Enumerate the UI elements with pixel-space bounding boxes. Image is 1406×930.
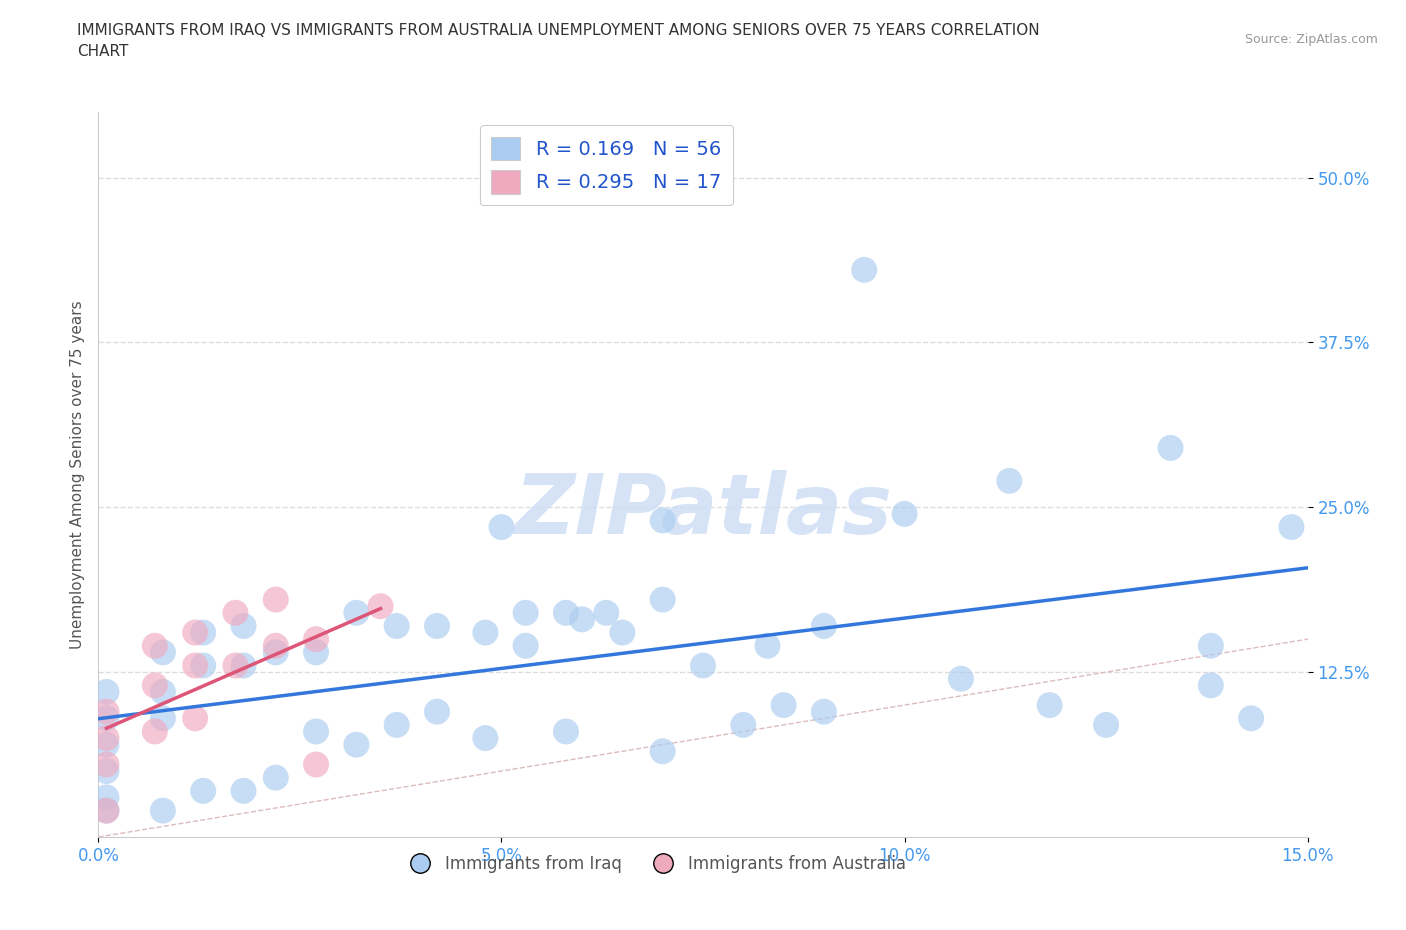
Point: [515, 638, 537, 653]
Point: [152, 711, 174, 725]
Point: [595, 605, 617, 620]
Point: [143, 724, 166, 739]
Point: [612, 625, 634, 640]
Point: [370, 599, 392, 614]
Point: [853, 262, 876, 277]
Point: [813, 704, 835, 719]
Point: [344, 737, 367, 752]
Point: [305, 631, 328, 646]
Point: [385, 618, 408, 633]
Point: [305, 724, 328, 739]
Point: [305, 644, 328, 659]
Point: [96, 731, 118, 746]
Point: [96, 684, 118, 699]
Point: [1199, 638, 1222, 653]
Point: [949, 671, 972, 686]
Point: [998, 473, 1021, 488]
Text: ZIPatlas: ZIPatlas: [515, 470, 891, 551]
Point: [96, 804, 118, 818]
Point: [193, 783, 215, 798]
Point: [232, 658, 254, 673]
Point: [555, 605, 578, 620]
Point: [651, 744, 673, 759]
Point: [474, 731, 496, 746]
Point: [651, 592, 673, 607]
Point: [193, 625, 215, 640]
Point: [893, 507, 915, 522]
Point: [1039, 698, 1062, 712]
Point: [232, 618, 254, 633]
Point: [96, 804, 118, 818]
Point: [571, 612, 593, 627]
Point: [1160, 441, 1182, 456]
Legend: Immigrants from Iraq, Immigrants from Australia: Immigrants from Iraq, Immigrants from Au…: [396, 848, 912, 880]
Point: [491, 520, 513, 535]
Point: [152, 684, 174, 699]
Point: [555, 724, 578, 739]
Point: [152, 644, 174, 659]
Point: [143, 678, 166, 693]
Point: [96, 711, 118, 725]
Point: [692, 658, 714, 673]
Point: [184, 625, 207, 640]
Point: [1199, 678, 1222, 693]
Point: [305, 757, 328, 772]
Point: [264, 638, 287, 653]
Y-axis label: Unemployment Among Seniors over 75 years: Unemployment Among Seniors over 75 years: [69, 300, 84, 648]
Point: [143, 638, 166, 653]
Point: [1281, 520, 1303, 535]
Point: [515, 605, 537, 620]
Point: [96, 790, 118, 804]
Point: [184, 711, 207, 725]
Point: [96, 704, 118, 719]
Point: [385, 717, 408, 732]
Point: [96, 757, 118, 772]
Point: [426, 704, 449, 719]
Point: [224, 605, 246, 620]
Point: [184, 658, 207, 673]
Point: [264, 770, 287, 785]
Point: [772, 698, 794, 712]
Text: IMMIGRANTS FROM IRAQ VS IMMIGRANTS FROM AUSTRALIA UNEMPLOYMENT AMONG SENIORS OVE: IMMIGRANTS FROM IRAQ VS IMMIGRANTS FROM …: [77, 23, 1040, 60]
Point: [344, 605, 367, 620]
Point: [96, 737, 118, 752]
Point: [474, 625, 496, 640]
Point: [96, 764, 118, 778]
Point: [426, 618, 449, 633]
Point: [232, 783, 254, 798]
Point: [733, 717, 755, 732]
Point: [756, 638, 779, 653]
Point: [651, 513, 673, 528]
Point: [152, 804, 174, 818]
Point: [813, 618, 835, 633]
Text: Source: ZipAtlas.com: Source: ZipAtlas.com: [1244, 33, 1378, 46]
Point: [1095, 717, 1118, 732]
Point: [1240, 711, 1263, 725]
Point: [193, 658, 215, 673]
Point: [264, 592, 287, 607]
Point: [224, 658, 246, 673]
Point: [264, 644, 287, 659]
